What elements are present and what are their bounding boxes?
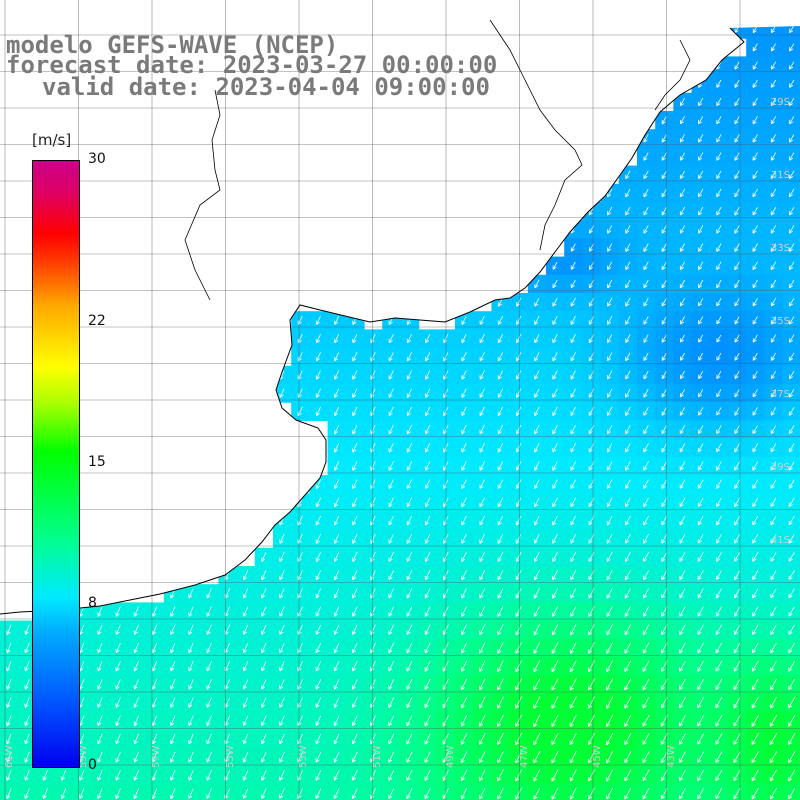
model-title: modelo GEFS-WAVE (NCEP) (6, 31, 339, 59)
colorbar-tick-label: 0 (88, 757, 97, 773)
longitude-label: 45W (592, 745, 603, 768)
grid-labels: 29S 31S 33S 35S 37S 39S 41S 61W 59W 57W 55W 53W 51W 4… (4, 97, 790, 768)
longitude-label: 51W (372, 745, 383, 768)
coastline (0, 19, 745, 615)
forecast-date: forecast date: 2023-03-27 00:00:00 (6, 51, 498, 79)
land-mass (0, 0, 800, 614)
colorbar-tick-label: 8 (88, 595, 97, 612)
wind-arrows (6, 25, 796, 800)
longitude-label: 59W (78, 745, 89, 768)
longitude-label: 53W (298, 745, 309, 768)
longitude-label: 57W (151, 745, 162, 768)
latitude-label: 33S (771, 243, 790, 254)
latitude-label: 37S (771, 389, 790, 400)
colorbar-tick-label: 22 (88, 312, 106, 329)
longitude-label: 47W (519, 745, 530, 768)
latitude-label: 35S (771, 316, 790, 327)
longitude-label: 43W (666, 745, 677, 768)
longitude-label: 49W (445, 745, 456, 768)
latitude-label: 31S (771, 170, 790, 181)
colorbar-unit: [m/s] (32, 131, 72, 149)
valid-date: valid date: 2023-04-04 09:00:00 (42, 73, 490, 101)
latitude-label: 39S (771, 462, 790, 473)
colorbar-tick-label: 15 (88, 454, 106, 470)
colorbar (32, 160, 80, 768)
latitude-label: 29S (771, 97, 790, 108)
latitude-label: 41S (771, 535, 790, 546)
longitude-label: 55W (225, 745, 236, 768)
longitude-label: 61W (4, 745, 15, 768)
colorbar-tick-label: 30 (88, 151, 106, 167)
